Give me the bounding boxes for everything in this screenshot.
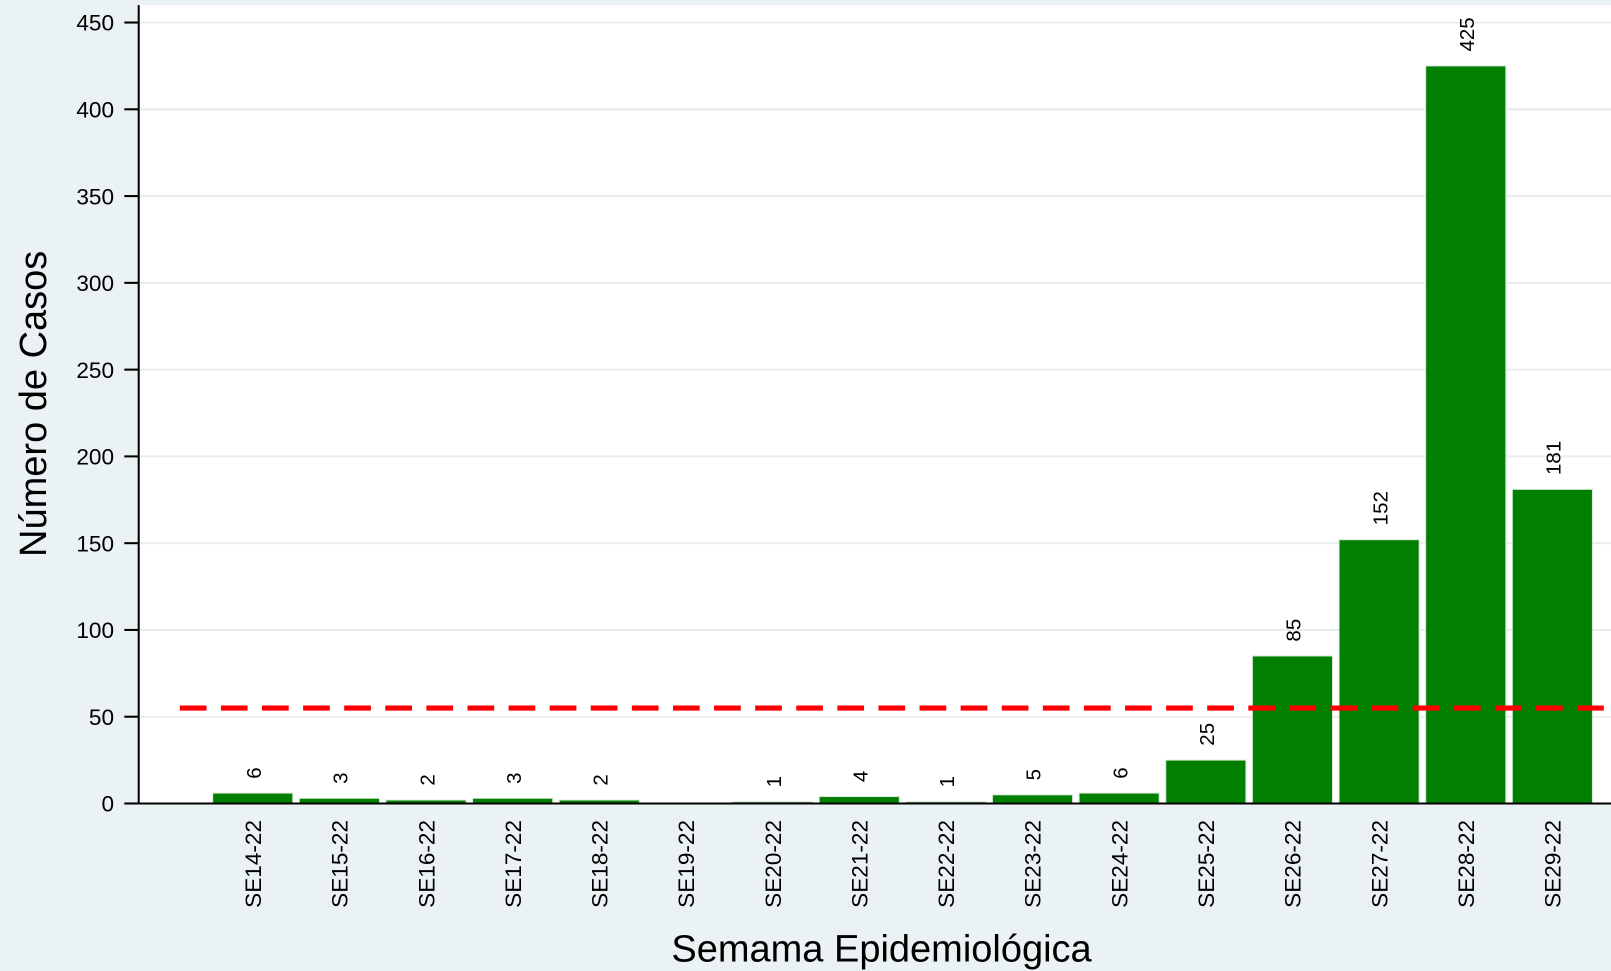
x-tick-label: SE23-22 [1021,820,1046,908]
y-tick-label: 50 [89,705,114,730]
bar [1338,539,1420,805]
x-tick-label: SE22-22 [934,820,959,908]
y-axis-title: Número de Casos [13,251,55,557]
data-label: 6 [1109,767,1132,778]
x-tick-label: SE16-22 [414,820,439,908]
y-tick-label: 300 [76,271,114,296]
y-tick-label: 100 [76,618,114,643]
y-tick-label: 250 [76,358,114,383]
y-tick-label: 350 [76,184,114,209]
x-tick-label: SE18-22 [588,820,613,908]
data-label: 4 [849,771,872,782]
y-tick-label: 200 [76,445,114,470]
x-tick-label: SE24-22 [1107,820,1132,908]
data-label: 1 [763,776,786,787]
y-tick-label: 450 [76,11,114,36]
data-label: 181 [1543,441,1566,475]
x-tick-label: SE15-22 [328,820,353,908]
data-label: 152 [1369,491,1392,525]
data-label: 5 [1023,769,1046,780]
data-label: 3 [503,772,526,783]
x-tick-label: SE27-22 [1367,820,1392,908]
x-tick-label: SE29-22 [1541,820,1566,908]
bar [1165,759,1247,805]
bar [212,792,294,805]
x-tick-label: SE26-22 [1281,820,1306,908]
data-label: 2 [416,774,439,785]
data-label: 2 [590,774,613,785]
y-tick-label: 150 [76,531,114,556]
x-tick-label: SE17-22 [501,820,526,908]
bar [1078,792,1160,805]
data-label: 85 [1283,619,1306,642]
bar [991,794,1074,805]
x-tick-label: SE21-22 [847,820,872,908]
x-tick-label: SE19-22 [674,820,699,908]
x-tick-label: SE14-22 [241,820,266,908]
y-tick-label: 400 [76,98,114,123]
data-label: 425 [1456,17,1479,51]
x-tick-label: SE25-22 [1194,820,1219,908]
x-tick-label: SE20-22 [761,820,786,908]
bar [1251,655,1334,805]
x-axis-title: Semama Epidemiológica [671,929,1092,971]
data-label: 6 [243,767,266,778]
bar [1425,65,1507,805]
y-tick-label: 0 [101,792,114,817]
data-label: 3 [330,772,353,783]
x-tick-label: SE28-22 [1454,820,1479,908]
bar [818,796,900,805]
data-label: 25 [1196,723,1219,746]
bar [1511,488,1593,805]
data-label: 1 [936,776,959,787]
